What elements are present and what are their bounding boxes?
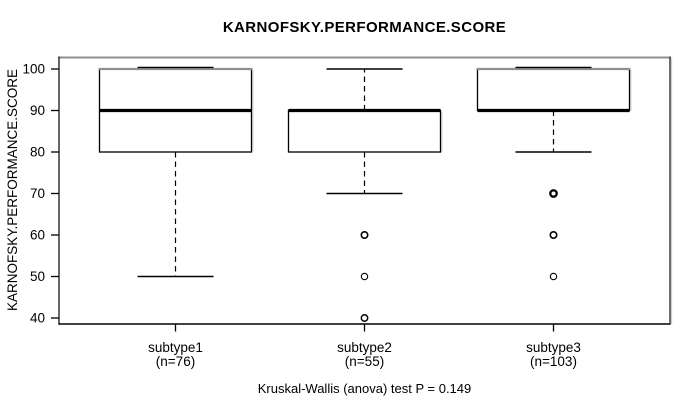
outlier-subtype3-60: [549, 231, 558, 240]
outlier-subtype3-70: [549, 189, 558, 198]
y-tick-label-80: 80: [30, 145, 45, 160]
outlier-subtype2-40: [360, 314, 369, 322]
y-tick-label-70: 70: [30, 186, 45, 201]
group-sublabel-subtype2: (n=55): [345, 354, 384, 369]
group-sublabel-subtype3: (n=103): [530, 354, 577, 369]
outlier-subtype2-60: [360, 231, 369, 240]
chart-title: KARNOFSKY.PERFORMANCE.SCORE: [222, 19, 507, 36]
group-label-subtype1: subtype1: [148, 340, 203, 355]
outlier-subtype2-50: [360, 272, 369, 281]
group-label-subtype3: subtype3: [526, 340, 581, 355]
stat-test-caption: Kruskal-Wallis (anova) test P = 0.149: [257, 381, 472, 396]
y-tick-label-60: 60: [30, 228, 45, 243]
box-subtype3: [476, 68, 631, 112]
outlier-subtype3-50: [549, 272, 558, 281]
y-tick-label-40: 40: [30, 311, 45, 326]
group-label-subtype2: subtype2: [337, 340, 392, 355]
y-tick-label-50: 50: [30, 269, 45, 284]
box-subtype2: [287, 109, 442, 153]
y-tick-label-90: 90: [30, 103, 45, 118]
group-sublabel-subtype1: (n=76): [156, 354, 195, 369]
y-tick-label-100: 100: [22, 62, 45, 77]
